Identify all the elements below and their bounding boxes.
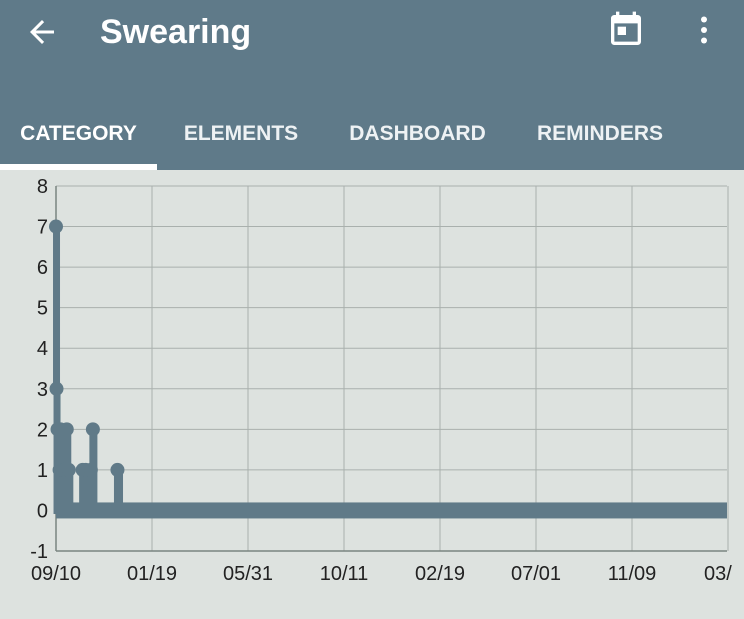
- y-tick-label: 5: [37, 298, 48, 320]
- tab-category[interactable]: CATEGORY: [20, 122, 137, 145]
- y-tick-label: 6: [37, 257, 48, 279]
- data-point[interactable]: [59, 422, 74, 437]
- selected-tab-indicator: [0, 164, 157, 170]
- series-line: [53, 223, 727, 514]
- data-point[interactable]: [61, 462, 76, 477]
- x-tick-label: 03/: [704, 563, 732, 585]
- data-point[interactable]: [110, 462, 125, 477]
- x-tick-label: 11/09: [608, 563, 657, 585]
- data-point[interactable]: [85, 422, 100, 437]
- more-vert-icon: [701, 16, 707, 44]
- y-tick-label: 2: [37, 419, 48, 441]
- y-tick-label: 4: [37, 338, 48, 360]
- data-point[interactable]: [49, 219, 63, 234]
- screen-title: Swearing: [100, 12, 252, 51]
- calendar-button[interactable]: [604, 8, 648, 52]
- y-tick-label: 3: [37, 379, 48, 401]
- x-tick-label: 02/19: [415, 563, 465, 585]
- tab-bar: CATEGORY ELEMENTS DASHBOARD REMINDERS: [0, 98, 744, 170]
- y-axis-ticks: -1 0 1 2 3 4 5 6 7 8: [30, 176, 48, 563]
- x-tick-label: 07/01: [511, 563, 561, 585]
- x-tick-label: 10/11: [320, 563, 369, 585]
- y-tick-label: 1: [37, 460, 48, 482]
- chart-area[interactable]: -1 0 1 2 3 4 5 6 7 8 09/10 01/19 05/31 10/11 02/19 07/…: [0, 170, 744, 614]
- app-bar: Swearing CATEGORY ELEMENTS DASHBOARD REM…: [0, 0, 744, 170]
- x-tick-label: 09/10: [31, 563, 81, 585]
- series-baseline-band: [56, 502, 727, 519]
- calendar-icon: [611, 11, 641, 45]
- tab-reminders[interactable]: REMINDERS: [536, 122, 663, 145]
- x-tick-label: 01/19: [127, 563, 177, 585]
- data-point[interactable]: [83, 462, 98, 477]
- more-options-button[interactable]: [684, 8, 724, 52]
- x-tick-label: 05/31: [223, 563, 273, 585]
- line-chart[interactable]: -1 0 1 2 3 4 5 6 7 8 09/10 01/19 05/31 10/11 02/19 07/…: [0, 170, 744, 614]
- x-axis-ticks: 09/10 01/19 05/31 10/11 02/19 07/01 11/09 03/: [31, 563, 732, 585]
- back-button[interactable]: [18, 12, 66, 52]
- data-point[interactable]: [49, 381, 64, 396]
- y-tick-label: 8: [37, 176, 48, 198]
- chart-grid: [55, 185, 729, 552]
- tab-elements[interactable]: ELEMENTS: [183, 122, 299, 145]
- chart-series: [49, 219, 727, 519]
- y-tick-label: 0: [37, 500, 48, 522]
- y-tick-label: 7: [37, 217, 48, 239]
- y-tick-label: -1: [30, 541, 48, 563]
- arrow-left-icon: [30, 20, 54, 44]
- tab-dashboard[interactable]: DASHBOARD: [349, 122, 486, 145]
